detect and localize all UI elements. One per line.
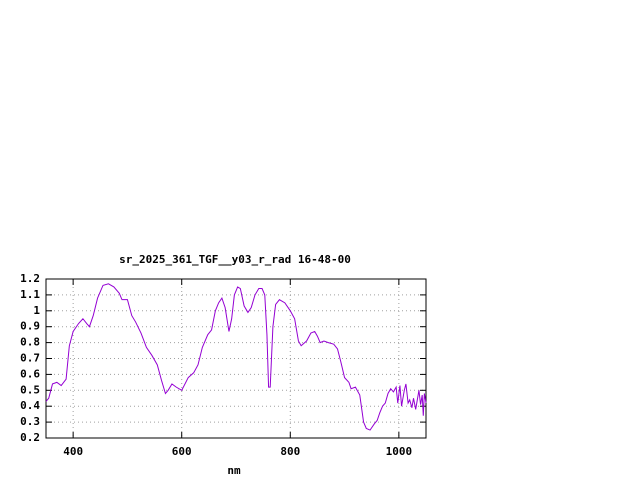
y-tick-label: 0.2 <box>20 431 40 444</box>
data-line <box>45 283 427 431</box>
chart-title: sr_2025_361_TGF__y03_r_rad 16-48-00 <box>119 253 351 266</box>
y-tick-label: 0.6 <box>20 367 40 380</box>
x-tick-label: 800 <box>280 445 300 458</box>
x-tick-label: 1000 <box>386 445 413 458</box>
y-tick-label: 0.4 <box>20 399 40 412</box>
y-tick-label: 0.9 <box>20 320 40 333</box>
x-tick-label: 400 <box>63 445 83 458</box>
x-axis-label: nm <box>227 464 241 477</box>
y-tick-label: 0.8 <box>20 336 40 349</box>
x-tick-label: 600 <box>172 445 192 458</box>
y-tick-label: 0.3 <box>20 415 40 428</box>
plot-border <box>45 278 427 439</box>
y-tick-label: 0.5 <box>20 383 40 396</box>
y-tick-label: 0.7 <box>20 352 40 365</box>
y-tick-label: 1.1 <box>20 288 40 301</box>
y-tick-label: 1.2 <box>20 272 40 285</box>
y-tick-label: 1 <box>33 304 40 317</box>
